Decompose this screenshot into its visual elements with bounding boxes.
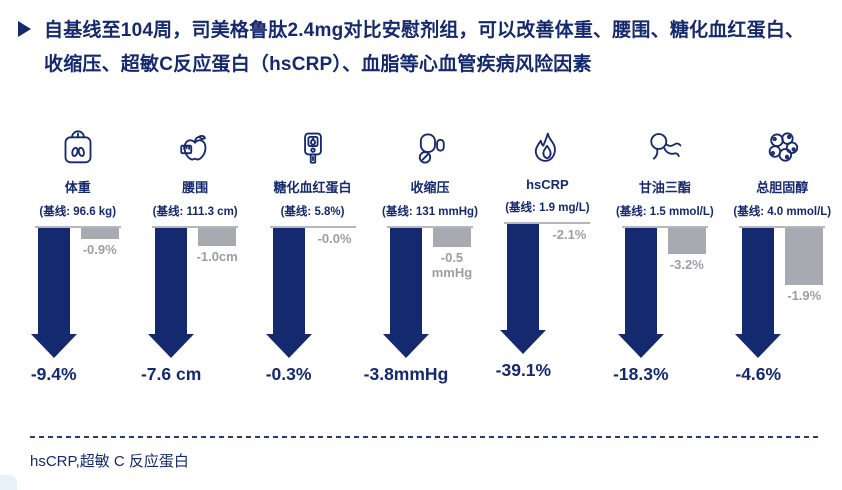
treatment-value: -9.4% [30,364,77,384]
placebo-bar [667,228,706,254]
treatment-arrow [155,228,188,334]
metric-column-cholesterol: 总胆固醇 (基线: 4.0 mmol/L) -1.9% -4.6% [724,128,841,384]
baseline-value: (基线: 96.6 kg) [39,206,117,218]
metric-chart: -0.0% -0.3% [265,226,356,384]
placebo-value: -2.1% [552,227,587,242]
treatment-arrow-head [382,334,429,358]
metric-chart: -1.0cm -7.6 cm [141,226,239,384]
scale-icon [58,128,98,170]
metric-label: 甘油三酯 [638,180,691,195]
axis-line [504,222,591,224]
metric-chart: -3.2% -18.3% [613,226,708,384]
treatment-arrow-head [30,334,77,358]
placebo-group: -2.1% [550,224,588,242]
baseline-value: (基线: 111.3 cm) [152,206,238,218]
bullet-triangle-icon [18,21,31,37]
axis-line [269,226,356,228]
treatment-arrow [624,228,657,334]
blood-pressure-icon [410,128,450,170]
treatment-arrow-head [500,330,547,354]
placebo-value: -1.9% [787,288,822,303]
placebo-group: -1.9% [785,228,824,303]
placebo-value: -3.2% [669,257,704,272]
triglyceride-molecule-icon [645,128,685,170]
metric-column-hscrp: hsCRP (基线: 1.9 mg/L) -2.1% -39.1% [489,128,606,380]
metric-label: 收缩压 [410,180,450,195]
treatment-arrow [389,228,422,334]
placebo-group: -3.2% [667,228,706,272]
metric-column-sbp: 收缩压 (基线: 131 mmHg) -0.5 mmHg -3.8mmHg [364,128,488,384]
page-title: 自基线至104周，司美格鲁肽2.4mg对比安慰剂组，可以改善体重、腰围、糖化血红… [44,20,805,75]
metric-column-hba1c: 糖化血红蛋白 (基线: 5.8%) -0.0% -0.3% [254,128,371,384]
metric-chart: -1.9% -4.6% [735,226,826,384]
treatment-arrow-head [265,334,312,358]
glucose-meter-icon [293,128,333,170]
metric-column-waist: 腰围 (基线: 111.3 cm) -1.0cm -7.6 cm [136,128,253,384]
metric-column-triglycerides: 甘油三酯 (基线: 1.5 mmol/L) -3.2% -18.3% [606,128,723,384]
axis-line [386,226,473,228]
axis-line [34,226,121,228]
baseline-value: (基线: 5.8%) [280,206,345,218]
placebo-bar [80,228,119,239]
placebo-value: -0.9% [82,242,117,257]
metric-chart: -0.5 mmHg -3.8mmHg [364,226,473,384]
treatment-value: -18.3% [613,364,669,384]
metric-chart: -0.9% -9.4% [30,226,121,384]
axis-line [739,226,826,228]
treatment-arrow-head [735,334,782,358]
treatment-value: -0.3% [265,364,312,384]
metric-chart: -2.1% -39.1% [496,222,591,380]
placebo-group: -1.0cm [196,228,238,264]
placebo-group: -0.9% [80,228,119,257]
risk-factor-chart: 体重 (基线: 96.6 kg) -0.9% -9.4% [19,128,841,384]
treatment-arrow-head [617,334,664,358]
treatment-arrow [742,228,775,334]
placebo-value: -0.5 mmHg [431,250,473,280]
placebo-bar [785,228,824,285]
footnote: hsCRP,超敏 C 反应蛋白 [30,453,189,470]
treatment-arrow [272,228,305,334]
placebo-value: -1.0cm [196,249,238,264]
placebo-group: -0.5 mmHg [431,228,473,280]
baseline-value: (基线: 1.9 mg/L) [505,202,590,214]
treatment-arrow-head [148,334,195,358]
waist-tape-icon [175,128,215,170]
metric-label: hsCRP [526,177,569,192]
treatment-value: -3.8mmHg [363,364,449,384]
treatment-arrow [37,228,70,334]
cholesterol-molecule-icon [762,128,802,170]
treatment-value: -4.6% [735,364,782,384]
dashed-divider [30,436,818,438]
title-block: 自基线至104周，司美格鲁肽2.4mg对比安慰剂组，可以改善体重、腰围、糖化血红… [18,14,818,82]
metric-label: 腰围 [182,180,209,195]
treatment-arrow [507,224,540,330]
metric-label: 体重 [64,180,91,195]
treatment-value: -7.6 cm [140,364,202,384]
treatment-value: -39.1% [495,360,552,380]
placebo-group: -0.0% [316,228,354,246]
metric-column-weight: 体重 (基线: 96.6 kg) -0.9% -9.4% [19,128,136,384]
corner-decoration [0,475,17,490]
placebo-bar [198,228,237,246]
metric-label: 糖化血红蛋白 [273,180,352,195]
baseline-value: (基线: 131 mmHg) [382,206,478,218]
baseline-value: (基线: 1.5 mmol/L) [615,206,714,218]
axis-line [621,226,708,228]
metric-label: 总胆固醇 [756,180,809,195]
placebo-bar [432,228,471,247]
axis-line [152,226,239,228]
placebo-value: -0.0% [317,231,352,246]
baseline-value: (基线: 4.0 mmol/L) [733,206,832,218]
flame-icon [527,128,567,170]
